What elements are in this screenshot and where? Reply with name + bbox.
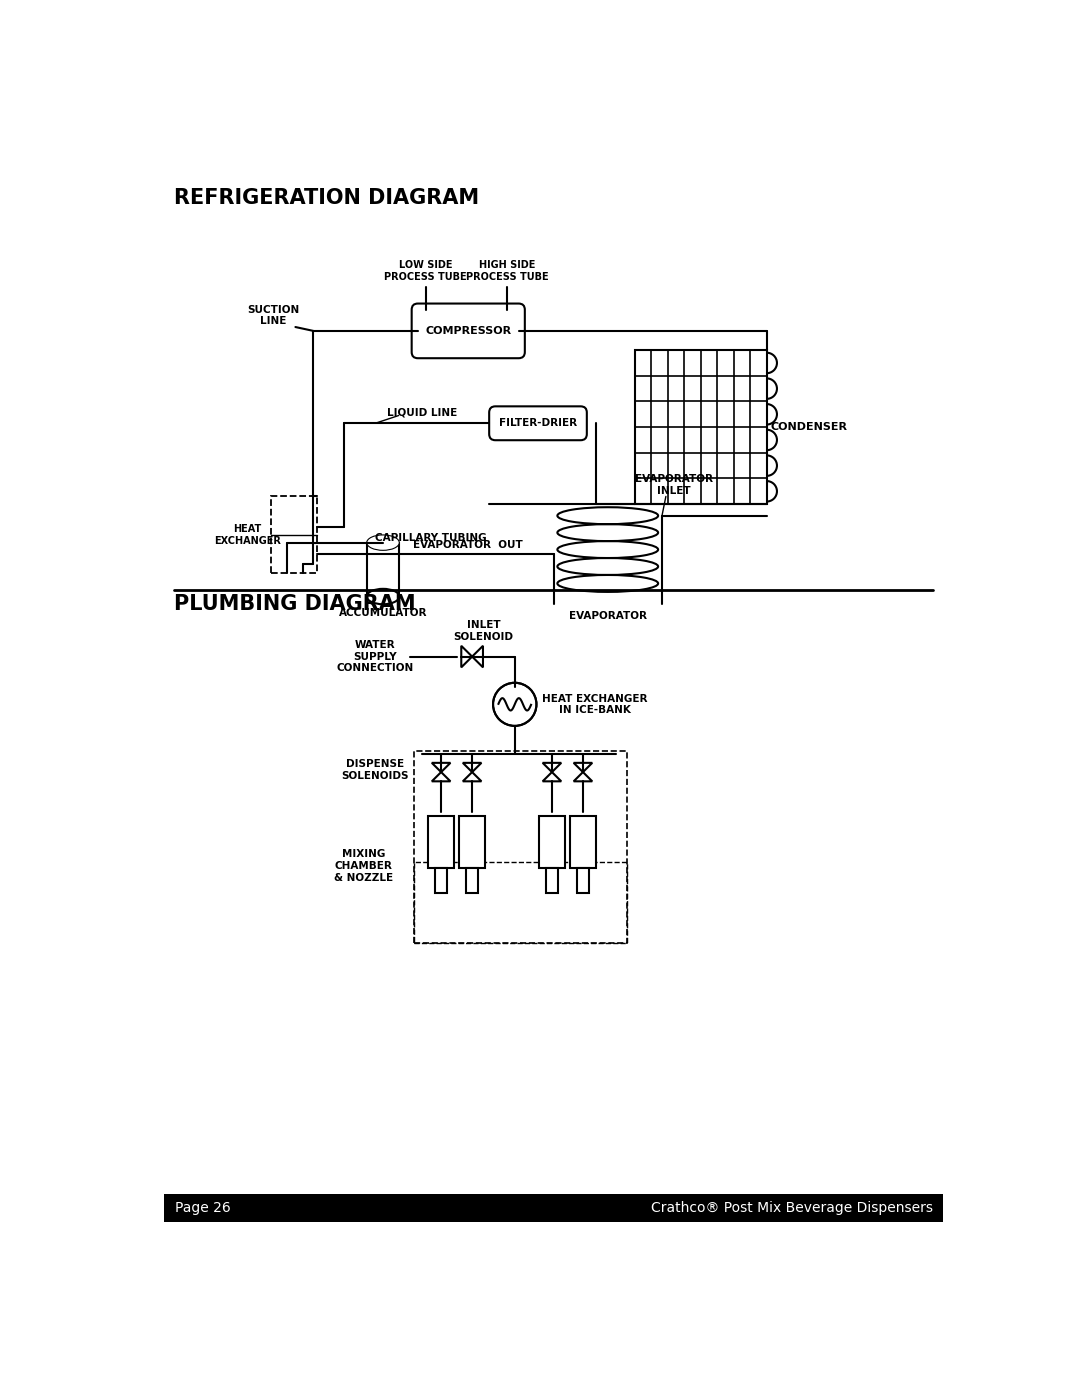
Bar — [465, 869, 478, 893]
Text: EVAPORATOR: EVAPORATOR — [569, 610, 647, 620]
Text: EVAPORATOR
INLET: EVAPORATOR INLET — [635, 474, 713, 496]
Text: LIQUID LINE: LIQUID LINE — [387, 408, 457, 418]
Bar — [164, 1194, 943, 1222]
Circle shape — [494, 683, 537, 726]
Bar — [570, 816, 596, 869]
Text: HIGH SIDE
PROCESS TUBE: HIGH SIDE PROCESS TUBE — [465, 260, 549, 282]
Text: WATER
SUPPLY
CONNECTION: WATER SUPPLY CONNECTION — [337, 640, 414, 673]
Ellipse shape — [367, 535, 400, 550]
Bar — [577, 869, 590, 893]
Polygon shape — [463, 773, 482, 781]
Polygon shape — [542, 773, 562, 781]
FancyBboxPatch shape — [489, 407, 586, 440]
Polygon shape — [432, 763, 450, 773]
Bar — [414, 862, 627, 943]
Bar — [435, 869, 447, 893]
Text: ACCUMULATOR: ACCUMULATOR — [339, 609, 428, 619]
Text: PLUMBING DIAGRAM: PLUMBING DIAGRAM — [174, 594, 416, 615]
Bar — [428, 816, 455, 869]
Text: SUCTION
LINE: SUCTION LINE — [247, 305, 299, 327]
Text: FILTER-DRIER: FILTER-DRIER — [499, 418, 577, 429]
Text: CONDENSER: CONDENSER — [771, 422, 848, 432]
Bar — [539, 816, 565, 869]
Text: Crathco® Post Mix Beverage Dispensers: Crathco® Post Mix Beverage Dispensers — [651, 1201, 933, 1215]
Polygon shape — [432, 773, 450, 781]
Bar — [459, 816, 485, 869]
Polygon shape — [463, 763, 482, 773]
Text: REFRIGERATION DIAGRAM: REFRIGERATION DIAGRAM — [174, 189, 478, 208]
Text: HEAT
EXCHANGER: HEAT EXCHANGER — [214, 524, 281, 546]
Polygon shape — [573, 763, 592, 773]
Text: Page 26: Page 26 — [175, 1201, 231, 1215]
Text: MIXING
CHAMBER
& NOZZLE: MIXING CHAMBER & NOZZLE — [334, 849, 393, 883]
Polygon shape — [472, 645, 483, 668]
Text: HEAT EXCHANGER
IN ICE-BANK: HEAT EXCHANGER IN ICE-BANK — [542, 693, 647, 715]
Bar — [271, 496, 318, 573]
FancyBboxPatch shape — [411, 303, 525, 358]
Bar — [367, 542, 400, 597]
Bar — [414, 750, 627, 943]
Text: INLET
SOLENOID: INLET SOLENOID — [454, 620, 514, 643]
Ellipse shape — [367, 588, 400, 605]
Polygon shape — [542, 763, 562, 773]
Text: CAPILLARY TUBING: CAPILLARY TUBING — [375, 534, 487, 543]
Bar — [545, 869, 558, 893]
Text: COMPRESSOR: COMPRESSOR — [426, 326, 511, 335]
Text: LOW SIDE
PROCESS TUBE: LOW SIDE PROCESS TUBE — [384, 260, 467, 282]
Bar — [635, 351, 767, 504]
Text: DISPENSE
SOLENOIDS: DISPENSE SOLENOIDS — [341, 759, 409, 781]
Polygon shape — [573, 773, 592, 781]
Polygon shape — [461, 645, 472, 668]
Text: EVAPORATOR  OUT: EVAPORATOR OUT — [414, 539, 523, 550]
